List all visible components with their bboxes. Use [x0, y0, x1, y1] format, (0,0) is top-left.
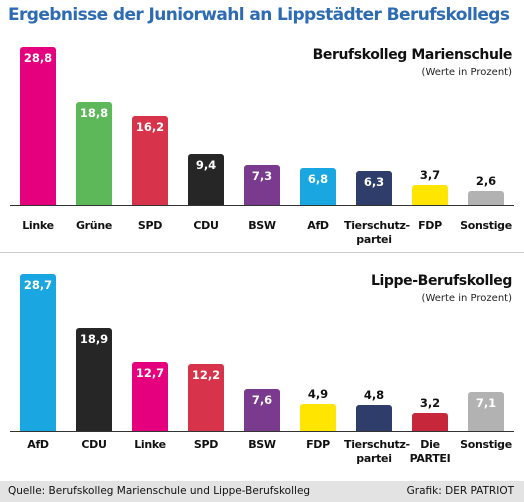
- category-label: Linke: [22, 219, 54, 232]
- value-label: 3,2: [419, 396, 441, 411]
- value-label: 16,2: [135, 120, 165, 135]
- category-label: CDU: [193, 219, 219, 232]
- chart-subtitle: (Werte in Prozent): [421, 67, 512, 78]
- bar: [132, 361, 168, 431]
- category-label: FDP: [306, 438, 330, 451]
- category-label: CDU: [81, 438, 107, 451]
- category-label: Sonstige: [460, 219, 512, 232]
- credit: Grafik: DER PATRIOT: [406, 485, 514, 497]
- value-label: 2,6: [475, 173, 497, 188]
- bar: [300, 167, 336, 205]
- bar: [76, 327, 112, 431]
- bar: [188, 364, 224, 431]
- value-label: 28,8: [23, 51, 53, 66]
- category-label: Tierschutz- partei: [344, 438, 410, 465]
- bar: [468, 190, 504, 205]
- bar: [412, 184, 448, 205]
- category-label: AfD: [307, 219, 329, 232]
- bar: [188, 153, 224, 205]
- category-label: Tierschutz- partei: [344, 219, 410, 246]
- value-label: 7,1: [475, 396, 497, 411]
- footer: Quelle: Berufskolleg Marienschule und Li…: [0, 481, 524, 502]
- chart-title: Lippe-Berufskolleg: [371, 273, 512, 289]
- chart-subtitle: (Werte in Prozent): [421, 293, 512, 304]
- value-label: 6,3: [363, 174, 385, 189]
- bar: [20, 274, 56, 431]
- source: Quelle: Berufskolleg Marienschule und Li…: [8, 485, 311, 497]
- category-label: Die PARTEI: [409, 438, 451, 465]
- value-label: 18,9: [79, 331, 109, 346]
- title: Ergebnisse der Juniorwahl an Lippstädter…: [8, 5, 510, 25]
- value-label: 12,2: [191, 368, 221, 383]
- value-label: 6,8: [307, 171, 329, 186]
- bar: [356, 170, 392, 205]
- value-label: 4,9: [307, 387, 329, 402]
- bar: [20, 47, 56, 205]
- chart-title: Berufskolleg Marienschule: [312, 47, 513, 63]
- category-label: Grüne: [75, 219, 113, 232]
- bar: [412, 413, 448, 431]
- value-label: 28,7: [23, 278, 53, 292]
- value-label: 4,8: [363, 387, 385, 402]
- bar: [300, 404, 336, 431]
- bar: [244, 165, 280, 205]
- category-label: SPD: [137, 219, 163, 232]
- separator: [0, 252, 524, 253]
- category-label: SPD: [193, 438, 219, 451]
- category-label: Sonstige: [460, 438, 512, 451]
- category-label: Linke: [134, 438, 166, 451]
- baseline: [10, 431, 514, 432]
- value-label: 7,6: [251, 393, 273, 408]
- value-label: 3,7: [419, 167, 441, 182]
- value-label: 12,7: [135, 365, 165, 380]
- category-label: BSW: [248, 219, 276, 232]
- category-label: BSW: [248, 438, 276, 451]
- bar: [356, 404, 392, 431]
- bar: [468, 392, 504, 431]
- bar: [76, 102, 112, 205]
- bar: [244, 389, 280, 431]
- value-label: 7,3: [251, 169, 273, 184]
- value-label: 9,4: [195, 157, 217, 172]
- baseline: [10, 205, 514, 206]
- category-label: AfD: [27, 438, 49, 451]
- category-label: FDP: [418, 219, 442, 232]
- bar: [132, 116, 168, 205]
- value-label: 18,8: [79, 106, 109, 121]
